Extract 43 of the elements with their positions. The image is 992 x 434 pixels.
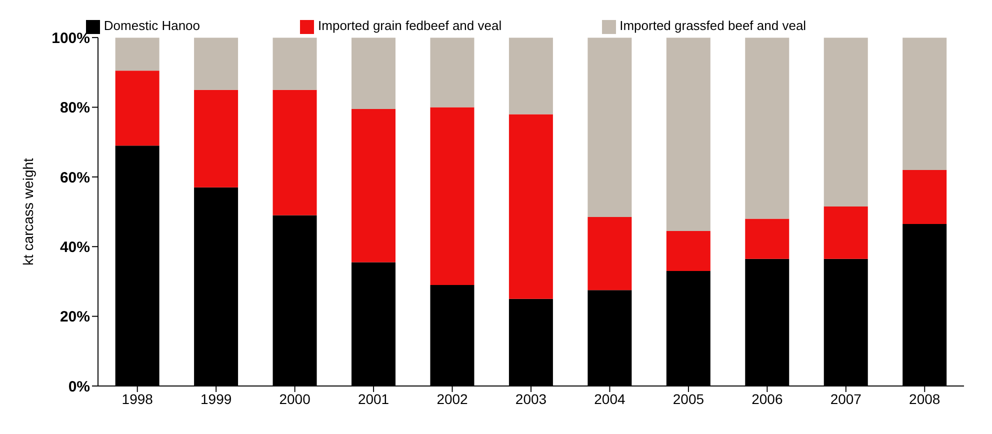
bar — [824, 206, 868, 259]
x-tick-label: 2004 — [594, 390, 626, 407]
bar — [430, 38, 474, 108]
x-tick-label: 2006 — [752, 390, 783, 407]
bar — [745, 38, 790, 219]
bar — [902, 170, 947, 224]
x-tick-label: 2000 — [279, 390, 311, 407]
y-tick-label: 80% — [60, 100, 90, 117]
bar — [666, 230, 710, 272]
bar — [666, 38, 710, 231]
bar — [588, 38, 632, 218]
y-tick-label: 100% — [52, 30, 90, 47]
y-tick-label: 40% — [60, 238, 90, 256]
bar — [745, 218, 790, 259]
bar — [352, 108, 396, 262]
bar — [508, 114, 553, 299]
bar — [824, 38, 868, 207]
bar — [508, 38, 553, 114]
bar — [194, 38, 238, 90]
legend-label: Imported grassfed beef and veal — [620, 18, 806, 33]
bar — [902, 38, 947, 170]
x-tick-label: 1998 — [122, 390, 154, 407]
bar — [352, 38, 396, 109]
x-tick-label: 1999 — [200, 390, 232, 407]
y-axis-title: kt carcass weight — [20, 158, 36, 266]
x-tick-label: 2007 — [830, 390, 862, 407]
x-tick-label: 2003 — [515, 390, 547, 407]
y-tick-label: 0% — [68, 378, 90, 396]
y-tick-label: 20% — [60, 308, 90, 326]
x-tick-label: 2008 — [909, 390, 940, 407]
legend-label: Imported grain fedbeef and veal — [318, 18, 502, 33]
x-tick-label: 2001 — [358, 390, 390, 407]
y-tick-label: 60% — [60, 169, 90, 186]
bar — [115, 38, 160, 71]
bar — [272, 38, 317, 90]
bar — [115, 70, 160, 146]
bar — [272, 90, 317, 216]
bar — [588, 217, 632, 290]
legend-label: Domestic Hanoo — [104, 18, 200, 33]
x-tick-label: 2005 — [672, 390, 704, 407]
bar — [194, 90, 238, 188]
bar — [430, 107, 474, 285]
x-tick-label: 2002 — [436, 390, 468, 407]
